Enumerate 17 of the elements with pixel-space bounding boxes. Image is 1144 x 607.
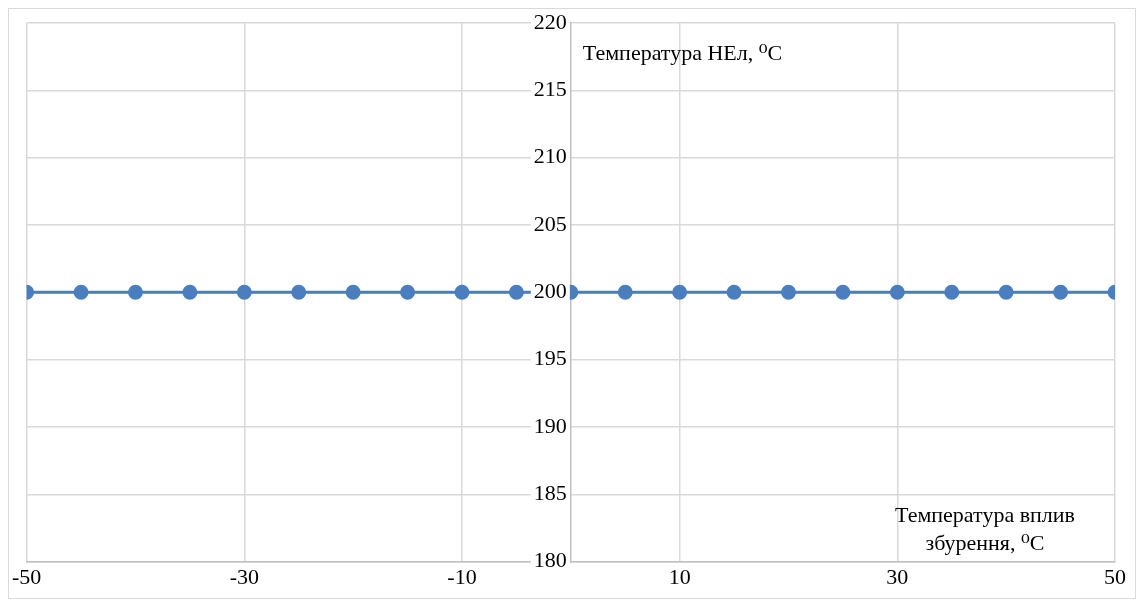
y-tick-label: 185 <box>533 480 567 506</box>
y-tick-label: 220 <box>533 8 567 34</box>
y-tick-label: 205 <box>533 210 567 236</box>
x-tick-label: -50 <box>12 563 42 589</box>
x-tick-label: 30 <box>886 563 909 589</box>
x-tick-label: 10 <box>668 563 691 589</box>
x-tick-label: -30 <box>229 563 259 589</box>
x-axis-title: Температура вплив збурення, ⁰C <box>895 502 1075 556</box>
y-tick-label: 200 <box>533 278 567 304</box>
y-tick-label: 210 <box>533 143 567 169</box>
x-tick-label: -10 <box>447 563 477 589</box>
y-tick-label: 195 <box>533 345 567 371</box>
y-axis-title: Температура НЕл, ⁰C <box>582 39 783 65</box>
y-tick-label: 180 <box>533 547 567 573</box>
y-tick-label: 190 <box>533 412 567 438</box>
y-tick-label: 215 <box>533 76 567 102</box>
x-tick-label: 50 <box>1104 563 1126 589</box>
